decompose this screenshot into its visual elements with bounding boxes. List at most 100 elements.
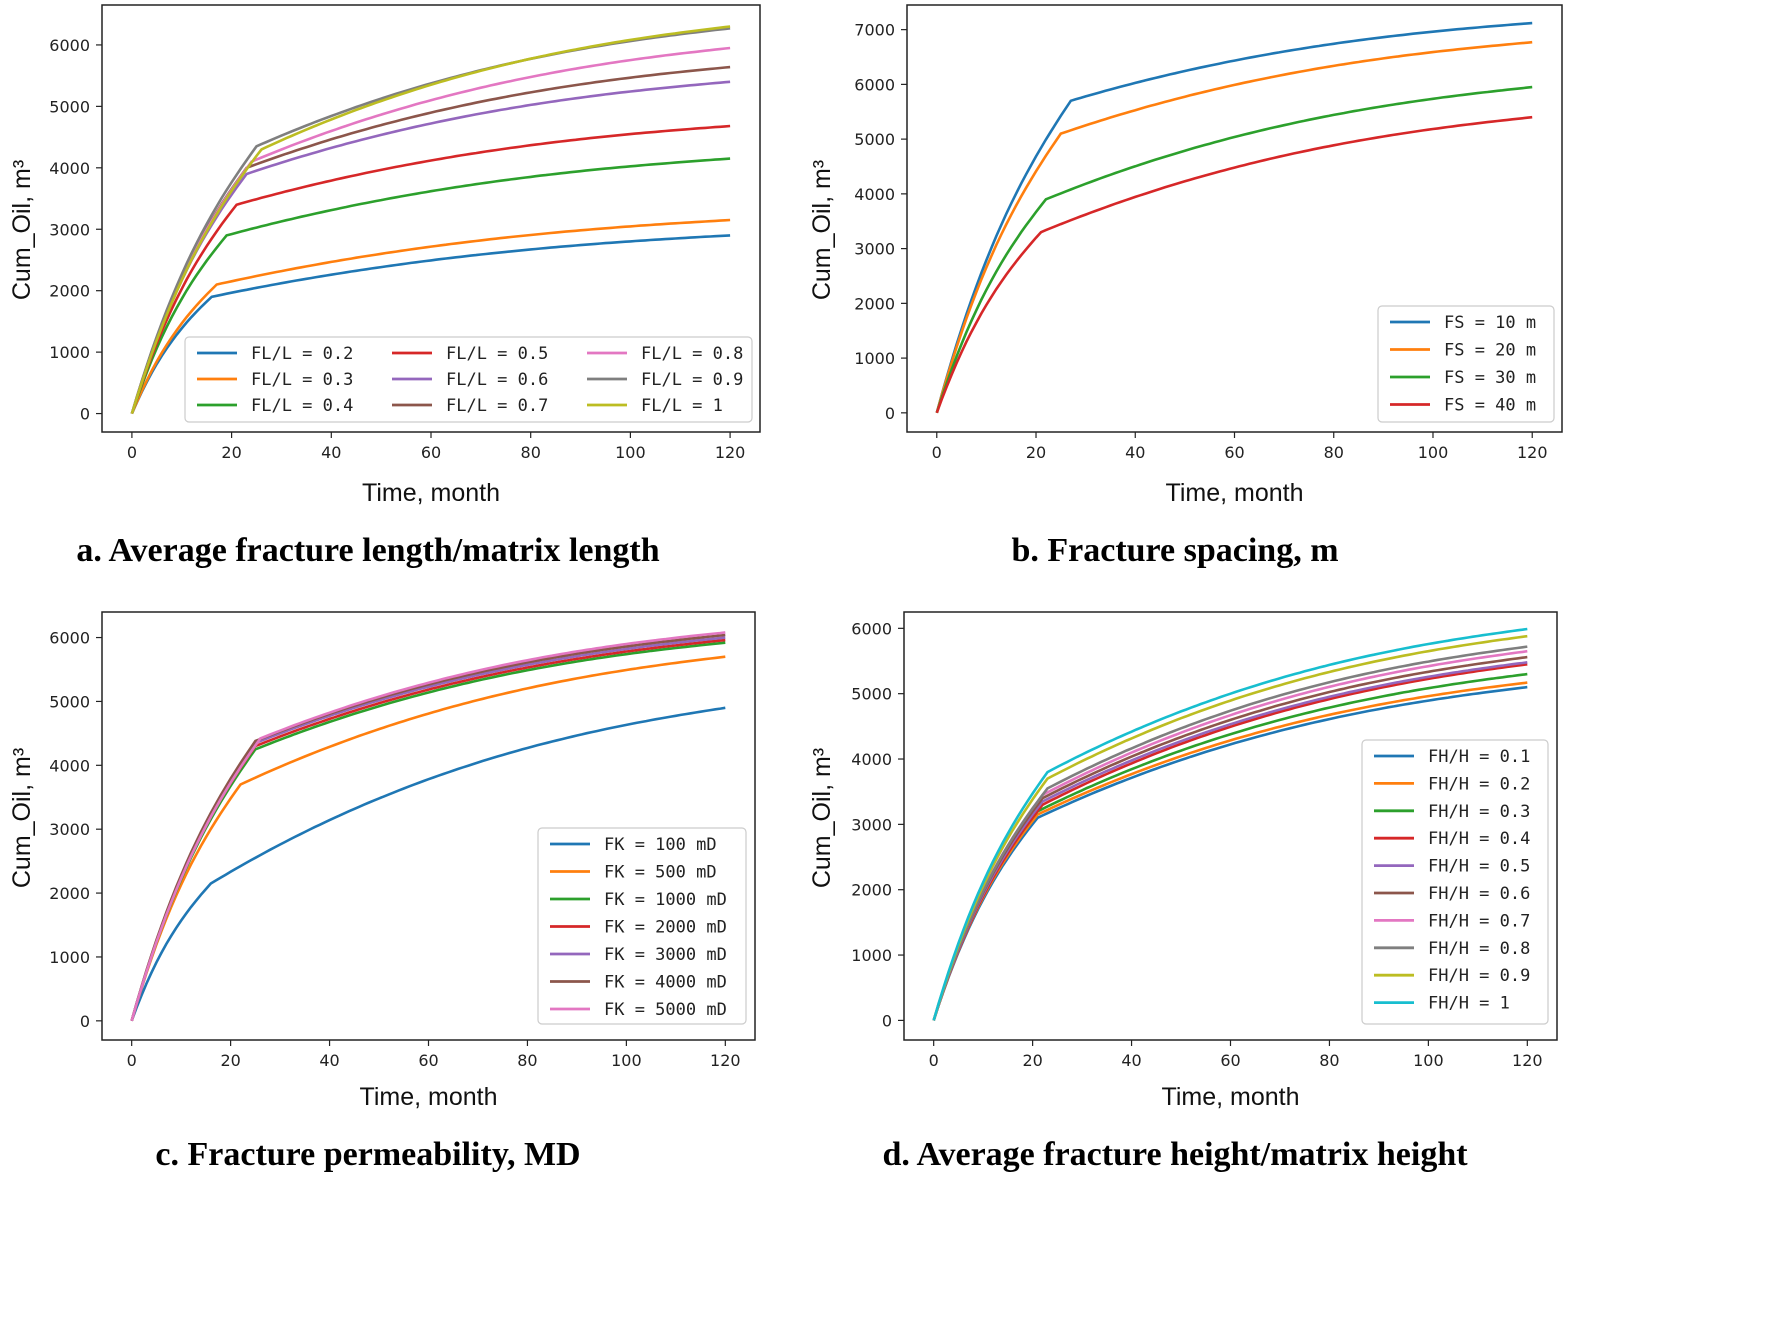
- x-tick-label: 40: [321, 443, 341, 462]
- y-axis-label: Cum_Oil, m³: [808, 160, 836, 300]
- y-tick-label: 6000: [854, 75, 895, 94]
- series-line-5: [932, 661, 1528, 1021]
- y-tick-label: 1000: [854, 349, 895, 368]
- series-line-8: [932, 645, 1528, 1021]
- legend-entry: FL/L = 0.5: [446, 344, 548, 364]
- series-line-7: [130, 631, 726, 1022]
- legend-entry: FK = 5000 mD: [604, 1000, 727, 1020]
- legend-entry: FL/L = 0.8: [641, 344, 743, 364]
- legend-entry: FL/L = 0.4: [251, 396, 353, 416]
- y-tick-label: 0: [80, 405, 90, 424]
- y-tick-label: 1000: [49, 343, 90, 362]
- legend-entry: FH/H = 1: [1428, 994, 1510, 1014]
- legend-box: [537, 827, 747, 1025]
- x-tick-label: 80: [1324, 443, 1344, 462]
- series-line-3: [130, 157, 731, 415]
- series-line-2: [935, 40, 1533, 414]
- x-tick-label: 120: [1512, 1051, 1543, 1070]
- legend-entry: FH/H = 0.6: [1428, 884, 1530, 904]
- x-axis-label: Time, month: [359, 1083, 497, 1111]
- x-tick-label: 0: [932, 443, 942, 462]
- legend-entry: FS = 20 m: [1444, 341, 1536, 361]
- x-tick-label: 0: [929, 1051, 939, 1070]
- y-tick-label: 3000: [851, 815, 892, 834]
- series-line-4: [130, 124, 731, 414]
- chart-panel-c: 0 20 40 60 80 100 120 0 1000 2000 3000 4000 5000 6000…: [8, 611, 756, 1111]
- y-tick-label: 5000: [854, 130, 895, 149]
- legend-entry: FK = 2000 mD: [604, 918, 727, 938]
- legend-entry: FS = 40 m: [1444, 396, 1536, 416]
- legend-entry: FK = 4000 mD: [604, 973, 727, 993]
- series-line-4: [932, 663, 1528, 1021]
- chart-panel-a: 0 20 40 60 80 100 120 0 1000 2000 3000 4000 5000 6000…: [8, 4, 761, 507]
- y-tick-label: 6000: [49, 36, 90, 55]
- y-tick-label: 2000: [854, 294, 895, 313]
- x-axis-label: Time, month: [362, 479, 500, 507]
- panel-caption-b: b. Fracture spacing, m: [1011, 532, 1338, 569]
- y-tick-label: 3000: [49, 820, 90, 839]
- panel-caption-d: d. Average fracture height/matrix height: [882, 1136, 1468, 1173]
- series-line-2: [130, 655, 726, 1022]
- y-tick-label: 4000: [851, 750, 892, 769]
- x-tick-label: 60: [421, 443, 441, 462]
- legend-entry: FH/H = 0.7: [1428, 911, 1530, 931]
- x-tick-label: 80: [521, 443, 541, 462]
- y-axis-label: Cum_Oil, m³: [8, 748, 36, 888]
- y-tick-label: 6000: [851, 619, 892, 638]
- legend-entry: FK = 1000 mD: [604, 890, 727, 910]
- x-tick-label: 0: [127, 443, 137, 462]
- legend-entry: FH/H = 0.4: [1428, 829, 1530, 849]
- y-tick-label: 2000: [49, 884, 90, 903]
- legend-entry: FL/L = 0.2: [251, 344, 353, 364]
- series-line-2: [932, 681, 1528, 1021]
- y-tick-label: 6000: [49, 629, 90, 648]
- panel-caption-c: c. Fracture permeability, MD: [155, 1136, 580, 1173]
- series-line-3: [935, 85, 1533, 414]
- series-line-1: [130, 234, 731, 415]
- y-tick-label: 2000: [851, 881, 892, 900]
- x-tick-label: 100: [1418, 443, 1449, 462]
- legend-entry: FL/L = 0.6: [446, 370, 548, 390]
- x-tick-label: 0: [127, 1051, 137, 1070]
- series-line-10: [932, 627, 1528, 1021]
- y-axis-label: Cum_Oil, m³: [8, 160, 36, 300]
- series-line-6: [932, 655, 1528, 1021]
- legend-entry: FK = 500 mD: [604, 863, 717, 883]
- series-line-3: [130, 641, 726, 1022]
- x-tick-label: 40: [1121, 1051, 1141, 1070]
- legend-box: [184, 336, 753, 423]
- x-tick-label: 20: [221, 443, 241, 462]
- y-tick-label: 0: [885, 404, 895, 423]
- series-line-1: [935, 21, 1533, 414]
- legend-box: [1377, 305, 1555, 423]
- panel-caption-a: a. Average fracture length/matrix length: [76, 532, 659, 569]
- legend-entry: FK = 100 mD: [604, 835, 717, 855]
- series-line-1: [130, 706, 726, 1022]
- series-line-6: [130, 633, 726, 1022]
- series-line-9: [932, 634, 1528, 1021]
- y-tick-label: 1000: [49, 948, 90, 967]
- y-tick-label: 5000: [851, 685, 892, 704]
- chart-panel-d: 0 20 40 60 80 100 120 0 1000 2000 3000 4000 5000 6000…: [808, 611, 1558, 1111]
- y-tick-label: 0: [80, 1012, 90, 1031]
- series-line-1: [932, 685, 1528, 1021]
- x-tick-label: 60: [418, 1051, 438, 1070]
- y-tick-label: 5000: [49, 97, 90, 116]
- x-tick-label: 100: [1413, 1051, 1444, 1070]
- y-axis-label: Cum_Oil, m³: [808, 748, 836, 888]
- series-line-5: [130, 80, 731, 414]
- legend-entry: FH/H = 0.1: [1428, 747, 1530, 767]
- y-tick-label: 4000: [49, 159, 90, 178]
- x-tick-label: 120: [710, 1051, 741, 1070]
- x-axis-label: Time, month: [1161, 1083, 1299, 1111]
- chart-panel-b: 0 20 40 60 80 100 120 0 1000 2000 3000 4000 5000 6000…: [808, 4, 1563, 507]
- legend-entry: FH/H = 0.2: [1428, 774, 1530, 794]
- x-tick-label: 60: [1224, 443, 1244, 462]
- y-tick-label: 1000: [851, 946, 892, 965]
- x-tick-label: 80: [1319, 1051, 1339, 1070]
- y-tick-label: 4000: [854, 185, 895, 204]
- x-tick-label: 100: [615, 443, 646, 462]
- legend-entry: FH/H = 0.5: [1428, 857, 1530, 877]
- x-tick-label: 80: [517, 1051, 537, 1070]
